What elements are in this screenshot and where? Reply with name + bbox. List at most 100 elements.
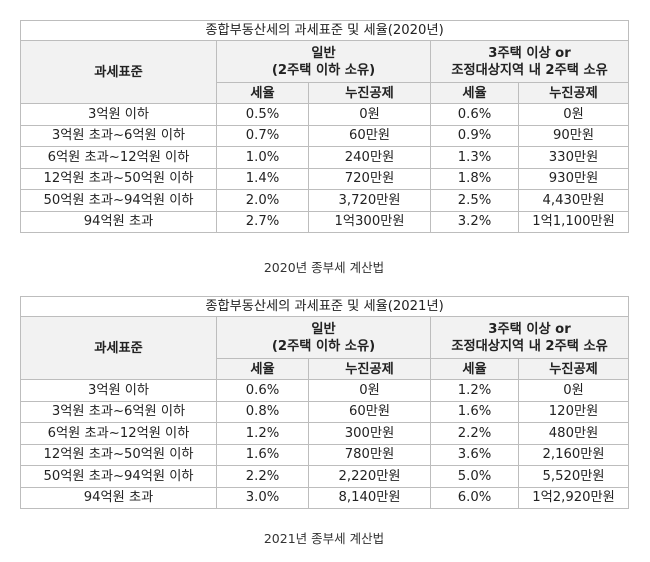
general-header: 일반 (2주택 이하 소유) xyxy=(216,39,431,84)
multi-rate-header: 세율 xyxy=(430,358,519,380)
table-row: 6억원 초과~12억원 이하 1.2% 300만원 2.2% 480만원 xyxy=(20,422,630,445)
multi-deduction-cell: 5,520만원 xyxy=(517,465,630,488)
multi-rate-cell: 3.6% xyxy=(430,443,519,466)
general-rate-cell: 2.0% xyxy=(216,189,309,212)
table-row: 50억원 초과~94억원 이하 2.0% 3,720만원 2.5% 4,430만원 xyxy=(20,189,630,212)
table-row: 12억원 초과~50억원 이하 1.4% 720만원 1.8% 930만원 xyxy=(20,167,630,190)
general-deduction-cell: 1억300만원 xyxy=(308,210,431,233)
general-deduction-header: 누진공제 xyxy=(308,358,431,380)
tax-table-2020: 종합부동산세의 과세표준 및 세율(2020년) 과세표준 일반 (2주택 이하 소유… xyxy=(19,20,630,275)
multi-rate-cell: 2.5% xyxy=(430,189,519,212)
multi-deduction-header: 누진공제 xyxy=(517,82,630,104)
bracket-cell: 3억원 초과~6억원 이하 xyxy=(20,124,217,147)
bracket-cell: 6억원 초과~12억원 이하 xyxy=(20,422,217,445)
table-row: 3억원 이하 0.6% 0원 1.2% 0원 xyxy=(20,379,630,402)
table-row: 3억원 이하 0.5% 0원 0.6% 0원 xyxy=(20,103,630,126)
general-header-line2: (2주택 이하 소유) xyxy=(271,338,376,354)
general-deduction-cell: 0원 xyxy=(308,103,431,126)
general-deduction-cell: 60만원 xyxy=(308,124,431,147)
table-caption: 2021년 종부세 계산법 xyxy=(263,531,385,546)
multi-rate-cell: 1.8% xyxy=(430,167,519,190)
multi-home-header-line2: 조정대상지역 내 2주택 소유 xyxy=(451,338,608,354)
multi-rate-cell: 1.3% xyxy=(430,146,519,169)
multi-deduction-cell: 1억1,100만원 xyxy=(517,210,630,233)
bracket-header: 과세표준 xyxy=(20,40,217,104)
multi-rate-cell: 3.2% xyxy=(430,210,519,233)
general-rate-cell: 1.4% xyxy=(216,167,309,190)
general-rate-cell: 1.2% xyxy=(216,422,309,445)
bracket-cell: 94억원 초과 xyxy=(20,210,217,233)
table-row: 12억원 초과~50억원 이하 1.6% 780만원 3.6% 2,160만원 xyxy=(20,443,630,466)
general-header: 일반 (2주택 이하 소유) xyxy=(216,315,431,360)
bracket-cell: 12억원 초과~50억원 이하 xyxy=(20,443,217,466)
multi-home-header: 3주택 이상 or 조정대상지역 내 2주택 소유 xyxy=(429,39,630,84)
general-rate-cell: 1.6% xyxy=(216,443,309,466)
general-deduction-cell: 3,720만원 xyxy=(308,189,431,212)
general-header-line1: 일반 xyxy=(311,321,336,337)
table-title: 종합부동산세의 과세표준 및 세율(2021년) xyxy=(19,296,630,317)
tax-rate-table: 종합부동산세의 과세표준 및 세율(2021년) 과세표준 일반 (2주택 이하 소유… xyxy=(19,296,630,509)
general-rate-header: 세율 xyxy=(216,358,309,380)
bracket-cell: 50억원 초과~94억원 이하 xyxy=(20,465,217,488)
general-deduction-cell: 60만원 xyxy=(308,400,431,423)
multi-home-header: 3주택 이상 or 조정대상지역 내 2주택 소유 xyxy=(429,315,630,360)
table-row: 50억원 초과~94억원 이하 2.2% 2,220만원 5.0% 5,520만원 xyxy=(20,465,630,488)
bracket-cell: 3억원 이하 xyxy=(20,379,217,402)
multi-rate-cell: 0.9% xyxy=(430,124,519,147)
multi-home-header-line1: 3주택 이상 or xyxy=(488,321,571,337)
multi-deduction-cell: 930만원 xyxy=(517,167,630,190)
multi-deduction-cell: 0원 xyxy=(517,103,630,126)
table-caption: 2020년 종부세 계산법 xyxy=(263,260,385,275)
tax-table-2021: 종합부동산세의 과세표준 및 세율(2021년) 과세표준 일반 (2주택 이하 소유… xyxy=(19,296,630,546)
general-deduction-cell: 300만원 xyxy=(308,422,431,445)
multi-deduction-cell: 330만원 xyxy=(517,146,630,169)
bracket-cell: 3억원 초과~6억원 이하 xyxy=(20,400,217,423)
multi-rate-cell: 2.2% xyxy=(430,422,519,445)
multi-rate-cell: 1.6% xyxy=(430,400,519,423)
multi-deduction-cell: 90만원 xyxy=(517,124,630,147)
bracket-cell: 50억원 초과~94억원 이하 xyxy=(20,189,217,212)
general-deduction-cell: 8,140만원 xyxy=(308,486,431,509)
general-rate-cell: 2.2% xyxy=(216,465,309,488)
general-rate-cell: 0.8% xyxy=(216,400,309,423)
bracket-cell: 12억원 초과~50억원 이하 xyxy=(20,167,217,190)
bracket-cell: 94억원 초과 xyxy=(20,486,217,509)
multi-rate-cell: 5.0% xyxy=(430,465,519,488)
general-deduction-cell: 2,220만원 xyxy=(308,465,431,488)
general-deduction-cell: 240만원 xyxy=(308,146,431,169)
bracket-cell: 6억원 초과~12억원 이하 xyxy=(20,146,217,169)
table-row: 94억원 초과 2.7% 1억300만원 3.2% 1억1,100만원 xyxy=(20,210,630,233)
multi-deduction-cell: 0원 xyxy=(517,379,630,402)
multi-deduction-cell: 4,430만원 xyxy=(517,189,630,212)
tax-rate-table: 종합부동산세의 과세표준 및 세율(2020년) 과세표준 일반 (2주택 이하 소유… xyxy=(19,20,630,233)
multi-deduction-cell: 120만원 xyxy=(517,400,630,423)
general-rate-header: 세율 xyxy=(216,82,309,104)
multi-rate-cell: 1.2% xyxy=(430,379,519,402)
bracket-header: 과세표준 xyxy=(20,316,217,380)
multi-rate-header: 세율 xyxy=(430,82,519,104)
general-rate-cell: 0.6% xyxy=(216,379,309,402)
general-deduction-cell: 780만원 xyxy=(308,443,431,466)
table-title: 종합부동산세의 과세표준 및 세율(2020년) xyxy=(19,20,630,41)
multi-deduction-header: 누진공제 xyxy=(517,358,630,380)
general-deduction-cell: 0원 xyxy=(308,379,431,402)
general-header-line1: 일반 xyxy=(311,45,336,61)
multi-rate-cell: 6.0% xyxy=(430,486,519,509)
multi-home-header-line2: 조정대상지역 내 2주택 소유 xyxy=(451,62,608,78)
general-deduction-cell: 720만원 xyxy=(308,167,431,190)
general-header-line2: (2주택 이하 소유) xyxy=(271,62,376,78)
table-row: 94억원 초과 3.0% 8,140만원 6.0% 1억2,920만원 xyxy=(20,486,630,509)
multi-rate-cell: 0.6% xyxy=(430,103,519,126)
general-rate-cell: 1.0% xyxy=(216,146,309,169)
general-rate-cell: 0.5% xyxy=(216,103,309,126)
table-row: 3억원 초과~6억원 이하 0.7% 60만원 0.9% 90만원 xyxy=(20,124,630,147)
multi-deduction-cell: 2,160만원 xyxy=(517,443,630,466)
general-rate-cell: 0.7% xyxy=(216,124,309,147)
multi-deduction-cell: 480만원 xyxy=(517,422,630,445)
multi-deduction-cell: 1억2,920만원 xyxy=(517,486,630,509)
multi-home-header-line1: 3주택 이상 or xyxy=(488,45,571,61)
table-row: 3억원 초과~6억원 이하 0.8% 60만원 1.6% 120만원 xyxy=(20,400,630,423)
general-rate-cell: 2.7% xyxy=(216,210,309,233)
general-deduction-header: 누진공제 xyxy=(308,82,431,104)
general-rate-cell: 3.0% xyxy=(216,486,309,509)
